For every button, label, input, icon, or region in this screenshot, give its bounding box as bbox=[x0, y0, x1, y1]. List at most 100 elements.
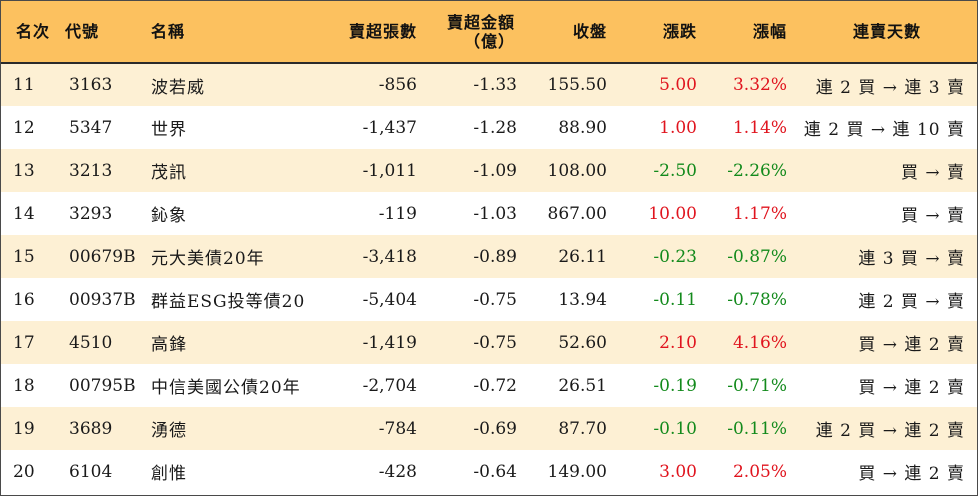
cell-close: 867.00 bbox=[547, 203, 607, 224]
cell-sell-amount: -0.75 bbox=[473, 289, 517, 310]
header-sell-shares: 賣超張數 bbox=[311, 1, 427, 64]
cell-sell-amount: -0.72 bbox=[473, 375, 517, 396]
header-close: 收盤 bbox=[527, 1, 617, 64]
cell-close: 13.94 bbox=[558, 289, 607, 310]
cell-name: 茂訊 bbox=[151, 163, 187, 183]
cell-code: 00937B bbox=[69, 289, 136, 310]
cell-sell-amount: -1.33 bbox=[473, 75, 517, 95]
cell-sell-shares: -428 bbox=[378, 461, 417, 482]
cell-close: 149.00 bbox=[547, 461, 607, 482]
cell-sell-amount: -1.03 bbox=[473, 203, 517, 224]
cell-pct: 1.17% bbox=[732, 203, 787, 224]
cell-sell-amount: -1.28 bbox=[473, 117, 517, 138]
cell-code: 6104 bbox=[69, 461, 113, 482]
cell-sell-shares: -3,418 bbox=[362, 246, 417, 267]
cell-days: 連 2 買 → 連 2 賣 bbox=[815, 421, 965, 441]
cell-rank: 11 bbox=[13, 75, 35, 95]
cell-pct: -0.71% bbox=[727, 375, 787, 396]
table-row: 19 3689 湧德 -784 -0.69 87.70 -0.10 -0.11%… bbox=[1, 407, 977, 450]
cell-pct: 1.14% bbox=[732, 117, 787, 138]
header-sell-amount-line2: （億） bbox=[463, 31, 515, 51]
cell-days: 買 → 賣 bbox=[900, 163, 965, 183]
cell-name: 波若威 bbox=[151, 77, 205, 98]
cell-name: 世界 bbox=[151, 120, 187, 140]
cell-pct: -0.87% bbox=[727, 246, 787, 267]
header-sell-amount: 賣超金額 （億） bbox=[427, 1, 527, 64]
cell-rank: 20 bbox=[13, 461, 35, 482]
cell-sell-amount: -0.69 bbox=[473, 418, 517, 439]
cell-rank: 18 bbox=[13, 375, 35, 396]
cell-close: 87.70 bbox=[558, 418, 607, 439]
cell-sell-shares: -1,437 bbox=[362, 117, 417, 138]
table-row: 11 3163 波若威 -856 -1.33 155.50 5.00 3.32%… bbox=[1, 63, 977, 106]
cell-code: 3689 bbox=[69, 418, 113, 439]
cell-close: 52.60 bbox=[558, 332, 607, 353]
cell-code: 00795B bbox=[69, 375, 136, 396]
cell-name: 中信美國公債20年 bbox=[151, 378, 301, 398]
cell-sell-amount: -0.64 bbox=[473, 461, 517, 482]
table-body: 11 3163 波若威 -856 -1.33 155.50 5.00 3.32%… bbox=[1, 63, 977, 493]
cell-name: 群益ESG投等債20 bbox=[151, 292, 306, 312]
cell-sell-shares: -1,011 bbox=[362, 160, 417, 181]
cell-name: 元大美債20年 bbox=[151, 249, 265, 269]
cell-sell-amount: -0.89 bbox=[473, 246, 517, 267]
cell-days: 連 2 買 → 連 3 賣 bbox=[815, 77, 965, 98]
cell-close: 155.50 bbox=[547, 75, 607, 95]
cell-days: 買 → 連 2 賣 bbox=[858, 378, 965, 398]
cell-change: -0.10 bbox=[653, 418, 697, 439]
header-sell-amount-line1: 賣超金額 bbox=[446, 12, 515, 32]
header-change: 漲跌 bbox=[617, 1, 707, 64]
cell-pct: 2.05% bbox=[732, 461, 787, 482]
header-code: 代號 bbox=[65, 1, 145, 64]
cell-sell-amount: -0.75 bbox=[473, 332, 517, 353]
cell-sell-shares: -5,404 bbox=[362, 289, 417, 310]
cell-name: 鈊象 bbox=[151, 206, 187, 226]
table-row: 14 3293 鈊象 -119 -1.03 867.00 10.00 1.17%… bbox=[1, 192, 977, 235]
cell-name: 創惟 bbox=[151, 464, 187, 484]
cell-rank: 13 bbox=[13, 160, 35, 181]
cell-rank: 14 bbox=[13, 203, 35, 224]
cell-change: 1.00 bbox=[659, 117, 697, 138]
cell-code: 5347 bbox=[69, 117, 113, 138]
header-name: 名稱 bbox=[145, 1, 311, 64]
table-row: 20 6104 創惟 -428 -0.64 149.00 3.00 2.05% … bbox=[1, 450, 977, 493]
cell-days: 連 2 買 → 連 10 賣 bbox=[803, 120, 965, 140]
cell-rank: 12 bbox=[13, 117, 35, 138]
table-row: 15 00679B 元大美債20年 -3,418 -0.89 26.11 -0.… bbox=[1, 235, 977, 278]
cell-days: 買 → 連 2 賣 bbox=[858, 464, 965, 484]
cell-sell-shares: -784 bbox=[378, 418, 417, 439]
header-pct: 漲幅 bbox=[707, 1, 797, 64]
table-row: 18 00795B 中信美國公債20年 -2,704 -0.72 26.51 -… bbox=[1, 364, 977, 407]
header-days: 連賣天數 bbox=[797, 1, 977, 64]
cell-close: 26.11 bbox=[558, 246, 607, 267]
cell-sell-shares: -856 bbox=[378, 75, 417, 95]
cell-sell-shares: -119 bbox=[378, 203, 417, 224]
header-rank: 名次 bbox=[1, 1, 65, 64]
cell-sell-amount: -1.09 bbox=[473, 160, 517, 181]
cell-pct: -0.78% bbox=[727, 289, 787, 310]
table-row: 17 4510 高鋒 -1,419 -0.75 52.60 2.10 4.16%… bbox=[1, 321, 977, 364]
cell-sell-shares: -2,704 bbox=[362, 375, 417, 396]
cell-change: -0.23 bbox=[653, 246, 697, 267]
cell-days: 買 → 賣 bbox=[900, 206, 965, 226]
cell-code: 3293 bbox=[69, 203, 113, 224]
cell-rank: 19 bbox=[13, 418, 35, 439]
cell-change: 5.00 bbox=[659, 75, 697, 95]
cell-change: -2.50 bbox=[653, 160, 697, 181]
cell-pct: 3.32% bbox=[732, 75, 787, 95]
cell-rank: 17 bbox=[13, 332, 35, 353]
cell-days: 買 → 連 2 賣 bbox=[858, 335, 965, 355]
cell-days: 連 3 買 → 賣 bbox=[858, 249, 965, 269]
header-row: 名次 代號 名稱 賣超張數 賣超金額 （億） 收盤 漲跌 漲幅 連賣天數 bbox=[1, 1, 977, 64]
table-row: 12 5347 世界 -1,437 -1.28 88.90 1.00 1.14%… bbox=[1, 106, 977, 149]
cell-rank: 16 bbox=[13, 289, 35, 310]
cell-code: 3213 bbox=[69, 160, 113, 181]
cell-change: -0.11 bbox=[653, 289, 697, 310]
cell-close: 88.90 bbox=[558, 117, 607, 138]
cell-change: 2.10 bbox=[659, 332, 697, 353]
cell-close: 26.51 bbox=[558, 375, 607, 396]
cell-pct: 4.16% bbox=[732, 332, 787, 353]
cell-change: 10.00 bbox=[648, 203, 697, 224]
